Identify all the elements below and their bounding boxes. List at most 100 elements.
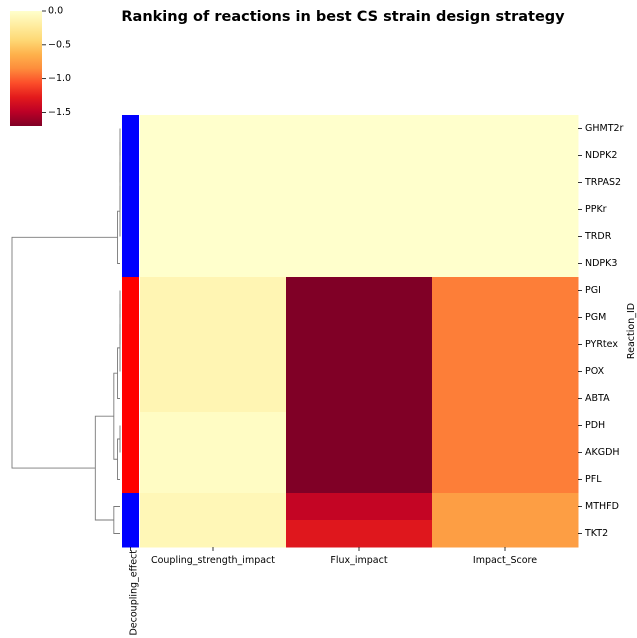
row-color-cell-TRPAS2 [122,169,139,197]
colorbar-tick-label: 0.0 [48,6,63,17]
heatmap-cell-AKGDH-Flux_impact [286,439,433,467]
heatmap-cell-TRDR-Flux_impact [286,223,433,251]
row-color-cell-TKT2 [122,520,139,548]
row-tick-label: TKT2 [584,528,608,539]
heatmap-cell-TKT2-Impact_Score [432,520,579,548]
heatmap-cell-AKGDH-Impact_Score [432,439,579,467]
heatmap-cell-PGI-Impact_Score [432,277,579,305]
row-tick-label: TRDR [584,231,612,242]
heatmap-cell-PYRtex-Impact_Score [432,331,579,359]
heatmap-cell-PFL-Impact_Score [432,466,579,494]
row-tick-label: PGM [585,312,606,323]
row-color-label: Decoupling_effect [129,550,140,636]
row-tick-label: NDPK3 [585,258,617,269]
heatmap-cell-NDPK2-Flux_impact [286,142,433,170]
heatmap-cell-NDPK3-Flux_impact [286,250,433,278]
heatmap-cell-MTHFD-Coupling_strength_impact [140,493,287,521]
row-tick-label: AKGDH [585,447,620,458]
row-color-cell-NDPK2 [122,142,139,170]
heatmap-cell-PDH-Flux_impact [286,412,433,440]
heatmap-cell-NDPK3-Coupling_strength_impact [140,250,287,278]
column-tick-label: Flux_impact [330,555,387,566]
row-tick-label: PYRtex [585,339,618,350]
heatmap-cell-PFL-Coupling_strength_impact [140,466,287,494]
chart-title: Ranking of reactions in best CS strain d… [121,9,565,25]
row-tick-label: TRPAS2 [584,177,621,188]
heatmap-cell-PPKr-Flux_impact [286,196,433,224]
heatmap-cell-PGM-Flux_impact [286,304,433,332]
y-axis-label: Reaction_ID [626,303,637,359]
heatmap-cell-POX-Flux_impact [286,358,433,386]
row-color-cell-NDPK3 [122,250,139,278]
heatmap-cell-ABTA-Flux_impact [286,385,433,413]
heatmap-cell-ABTA-Coupling_strength_impact [140,385,287,413]
row-color-cell-PDH [122,412,139,440]
heatmap-cell-TRPAS2-Flux_impact [286,169,433,197]
heatmap-cell-PGI-Coupling_strength_impact [140,277,287,305]
heatmap-cell-TKT2-Flux_impact [286,520,433,548]
row-color-cell-TRDR [122,223,139,251]
decoupling-effect-color-strip [122,115,139,551]
heatmap-cell-POX-Coupling_strength_impact [140,358,287,386]
heatmap-cell-POX-Impact_Score [432,358,579,386]
colorbar-ticks: 0.0 −0.5 −1.0 −1.5 [42,6,71,118]
heatmap-cell-PPKr-Impact_Score [432,196,579,224]
row-tick-label: POX [585,366,605,377]
row-color-cell-PGM [122,304,139,332]
colorbar-tick-label: −1.0 [48,73,71,84]
heatmap-cell-PYRtex-Flux_impact [286,331,433,359]
row-tick-label: NDPK2 [585,150,617,161]
heatmap-cell-PYRtex-Coupling_strength_impact [140,331,287,359]
row-tick-label: PDH [585,420,605,431]
row-tick-label: PFL [585,474,602,485]
row-color-cell-MTHFD [122,493,139,521]
row-dendrogram [11,128,121,534]
heatmap-cell-TKT2-Coupling_strength_impact [140,520,287,548]
column-tick-label: Coupling_strength_impact [151,555,275,566]
heatmap-cell-AKGDH-Coupling_strength_impact [140,439,287,467]
row-color-cell-PYRtex [122,331,139,359]
dendrogram-link [113,506,120,534]
heatmap-cell-PGI-Flux_impact [286,277,433,305]
dendrogram-link [113,372,118,460]
row-tick-label: GHMT2r [585,123,624,134]
row-color-cell-GHMT2r [122,115,139,143]
heatmap-cell-PGM-Impact_Score [432,304,579,332]
colorbar [10,11,42,126]
heatmap-cell-GHMT2r-Coupling_strength_impact [140,115,287,143]
row-color-cell-POX [122,358,139,386]
row-tick-labels: GHMT2r NDPK2 TRPAS2 PPKr TRDR NDPK3 PGI PGM PYRt… [578,123,624,539]
colorbar-gradient [10,11,42,126]
heatmap-cell-PDH-Impact_Score [432,412,579,440]
heatmap-cell-NDPK3-Impact_Score [432,250,579,278]
heatmap-cell-PDH-Coupling_strength_impact [140,412,287,440]
heatmap-cell-TRDR-Coupling_strength_impact [140,223,287,251]
dendrogram-link [94,415,114,521]
heatmap-cell-TRDR-Impact_Score [432,223,579,251]
row-color-cell-PPKr [122,196,139,224]
row-tick-label: MTHFD [585,501,619,512]
column-tick-label: Impact_Score [473,555,537,566]
heatmap-cell-ABTA-Impact_Score [432,385,579,413]
heatmap-cells [140,115,579,548]
heatmap-cell-GHMT2r-Flux_impact [286,115,433,143]
row-tick-label: ABTA [585,393,610,404]
heatmap-cell-PPKr-Coupling_strength_impact [140,196,287,224]
colorbar-tick-label: −1.5 [48,107,71,118]
heatmap-cell-NDPK2-Coupling_strength_impact [140,142,287,170]
heatmap-cell-TRPAS2-Coupling_strength_impact [140,169,287,197]
heatmap-cell-MTHFD-Flux_impact [286,493,433,521]
heatmap-cell-PFL-Flux_impact [286,466,433,494]
row-tick-label: PPKr [585,204,607,215]
heatmap-cell-NDPK2-Impact_Score [432,142,579,170]
column-tick-labels: Coupling_strength_impact Flux_impact Impac… [151,547,537,566]
row-tick-label: PGI [585,285,601,296]
colorbar-tick-label: −0.5 [48,39,71,50]
row-color-cell-PGI [122,277,139,305]
heatmap-cell-TRPAS2-Impact_Score [432,169,579,197]
row-color-cell-PFL [122,466,139,494]
row-color-cell-ABTA [122,385,139,413]
dendrogram-link [11,236,118,469]
heatmap-cell-GHMT2r-Impact_Score [432,115,579,143]
